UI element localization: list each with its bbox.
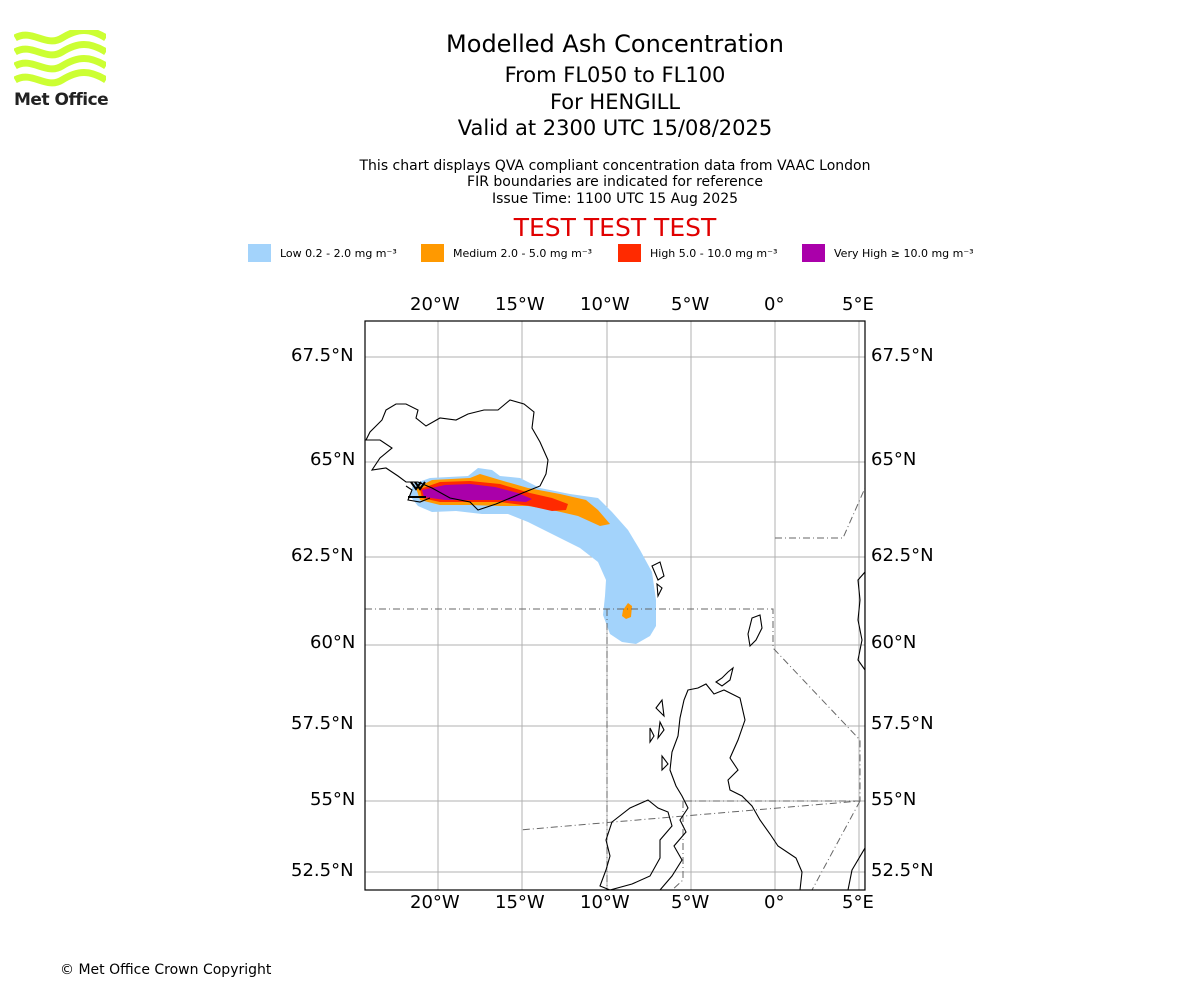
- netherlands-coast: [847, 846, 865, 890]
- legend-item-medium: Medium 2.0 - 5.0 mg m⁻³: [421, 244, 592, 262]
- issue-time: Issue Time: 1100 UTC 15 Aug 2025: [491, 191, 739, 207]
- flight-level-range: From FL050 to FL100: [504, 63, 726, 87]
- reykjanes-peninsula: [405, 485, 431, 503]
- test-banner: TEST TEST TEST: [513, 213, 717, 242]
- lat-tick-right: 65°N: [871, 449, 917, 470]
- graticule: [365, 321, 865, 890]
- lat-tick-left: 60°N: [310, 632, 356, 653]
- legend-item-low: Low 0.2 - 2.0 mg m⁻³: [248, 244, 397, 262]
- lat-tick-right: 57.5°N: [871, 713, 934, 734]
- legend-swatch-high: [618, 244, 641, 262]
- volcano-marker: [408, 481, 426, 498]
- faroe-islands: [651, 561, 665, 599]
- legend-item-very-high: Very High ≥ 10.0 mg m⁻³: [802, 244, 974, 262]
- copyright: © Met Office Crown Copyright: [60, 962, 272, 978]
- volcano-name: For HENGILL: [549, 90, 681, 114]
- lon-tick-top: 5°E: [842, 294, 874, 315]
- lon-tick-top: 0°: [764, 294, 785, 315]
- lat-tick-right: 52.5°N: [871, 860, 934, 881]
- legend-label-medium: Medium 2.0 - 5.0 mg m⁻³: [453, 246, 593, 260]
- lat-tick-left: 65°N: [310, 449, 356, 470]
- lon-tick-bottom: 0°: [764, 892, 785, 913]
- lat-tick-left: 67.5°N: [291, 345, 354, 366]
- lon-tick-top: 5°W: [671, 294, 710, 315]
- legend-swatch-low: [248, 244, 271, 262]
- legend-item-high: High 5.0 - 10.0 mg m⁻³: [618, 244, 777, 262]
- met-office-waves-logo: [14, 30, 106, 87]
- lon-tick-top: 15°W: [495, 294, 545, 315]
- ash-medium-blob: [622, 603, 632, 619]
- lat-tick-right: 60°N: [871, 632, 917, 653]
- lat-tick-right: 67.5°N: [871, 345, 934, 366]
- lon-tick-bottom: 5°E: [842, 892, 874, 913]
- lon-tick-bottom: 20°W: [410, 892, 460, 913]
- ash-plume: [410, 468, 656, 644]
- lon-tick-top: 20°W: [410, 294, 460, 315]
- lat-tick-right: 55°N: [871, 789, 917, 810]
- hebrides-islands: [649, 698, 669, 772]
- legend-swatch-very-high: [802, 244, 825, 262]
- valid-time: Valid at 2300 UTC 15/08/2025: [457, 116, 773, 140]
- scotland-coast: [659, 683, 803, 890]
- lon-tick-bottom: 5°W: [671, 892, 710, 913]
- logo-text: Met Office: [14, 90, 109, 110]
- lon-tick-bottom: 15°W: [495, 892, 545, 913]
- legend-label-high: High 5.0 - 10.0 mg m⁻³: [650, 246, 778, 260]
- coastlines: [365, 399, 865, 890]
- lat-tick-right: 62.5°N: [871, 545, 934, 566]
- chart-description: This chart displays QVA compliant concen…: [359, 158, 871, 174]
- lat-tick-left: 52.5°N: [291, 860, 354, 881]
- legend-label-very-high: Very High ≥ 10.0 mg m⁻³: [834, 246, 974, 260]
- lat-tick-left: 57.5°N: [291, 713, 354, 734]
- lat-tick-left: 55°N: [310, 789, 356, 810]
- lon-tick-bottom: 10°W: [580, 892, 630, 913]
- norway-coast: [857, 571, 865, 671]
- legend-label-low: Low 0.2 - 2.0 mg m⁻³: [280, 246, 397, 260]
- lat-tick-left: 62.5°N: [291, 545, 354, 566]
- fir-boundaries: [365, 487, 865, 890]
- fir-note: FIR boundaries are indicated for referen…: [467, 174, 763, 190]
- legend-swatch-medium: [421, 244, 444, 262]
- iceland-coast: [365, 399, 549, 511]
- orkney-islands: [715, 666, 734, 687]
- map-frame: [364, 320, 866, 891]
- chart-title: Modelled Ash Concentration: [446, 30, 784, 58]
- shetland-islands: [747, 614, 763, 648]
- ireland-coast: [599, 799, 673, 890]
- lon-tick-top: 10°W: [580, 294, 630, 315]
